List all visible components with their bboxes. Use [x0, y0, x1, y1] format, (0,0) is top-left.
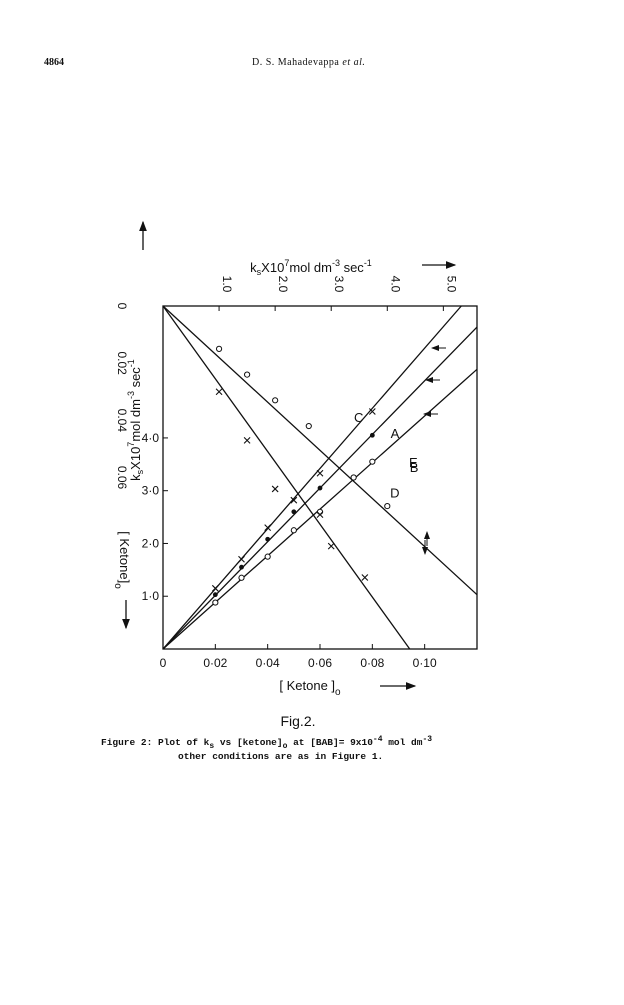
series-B-line — [162, 305, 478, 596]
series-E-point — [290, 527, 297, 534]
series-C-line — [162, 305, 462, 650]
curve-label-D: D — [390, 486, 399, 501]
left-axis-tick-label: 0 — [115, 303, 129, 310]
x-axis-tick-label: 0·10 — [413, 656, 437, 670]
y-axis-tick-label: 4·0 — [142, 431, 160, 445]
curve-label-C: C — [354, 410, 363, 425]
series-A-point — [239, 564, 244, 570]
caption-line-1: Figure 2: Plot of ks vs [ketone]o at [BA… — [101, 735, 432, 751]
series-E-point — [212, 599, 219, 606]
caption-line-2: other conditions are as in Figure 1. — [178, 751, 383, 762]
series-D-point — [327, 542, 335, 550]
top-axis-tick-label: 5.0 — [444, 276, 458, 293]
left-axis-tick-label: 0.02 — [115, 351, 129, 375]
plot-frame — [162, 305, 478, 650]
curve-label-B: B — [410, 460, 419, 475]
running-head: D. S. Mahadevappa et al. — [252, 57, 365, 68]
running-head-et-al: et al. — [342, 57, 366, 68]
series-D-line — [162, 305, 411, 650]
x-axis-title: [ Ketone ]o — [279, 678, 341, 698]
left-axis-tick-label: 0.06 — [115, 466, 129, 490]
series-D-point — [271, 485, 279, 493]
x-axis-tick-label: 0·04 — [256, 656, 280, 670]
series-A-point — [369, 432, 375, 438]
y-axis-tick-label: 2·0 — [142, 536, 160, 550]
series-A-point — [317, 485, 323, 491]
figure-label: Fig.2. — [280, 713, 315, 729]
y-axis-tick-label: 1·0 — [142, 589, 160, 603]
series-C-point — [290, 496, 298, 504]
left-axis-title: [ Ketone]o — [112, 531, 132, 589]
x-axis-tick-label: 0 — [160, 656, 167, 670]
series-D-point — [316, 511, 324, 519]
series-B-point — [244, 371, 251, 378]
series-B-point — [350, 474, 357, 481]
top-axis-tick-label: 3.0 — [332, 276, 346, 293]
series-C-point — [264, 524, 272, 532]
series-A-point — [212, 592, 218, 598]
top-axis-tick-label: 2.0 — [276, 276, 290, 293]
series-B-point — [384, 502, 391, 510]
series-D-point — [243, 436, 251, 444]
top-axis-tick-label: 1.0 — [220, 276, 234, 293]
running-head-authors: D. S. Mahadevappa — [252, 57, 340, 68]
left-axis-tick-label: 0.04 — [115, 409, 129, 433]
series-C-point — [211, 584, 219, 592]
series-B-point — [272, 397, 279, 404]
series-A-point — [291, 509, 297, 515]
series-E-point — [316, 508, 324, 515]
series-B-point — [305, 422, 312, 430]
x-axis-tick-label: 0·02 — [203, 656, 227, 670]
series-E-point — [238, 574, 245, 581]
top-axis-tick-label: 4.0 — [388, 276, 402, 293]
series-C-point — [316, 469, 324, 477]
x-axis-tick-label: 0·08 — [360, 656, 384, 670]
x-axis-tick-label: 0·06 — [308, 656, 332, 670]
series-E-point — [264, 553, 271, 560]
y-axis-tick-label: 3·0 — [142, 484, 160, 498]
series-B-point — [215, 345, 223, 352]
top-axis-title: ksX107mol dm-3 sec-1 — [250, 258, 372, 277]
curve-label-A: A — [391, 426, 400, 441]
curve-label-E: E — [409, 455, 418, 470]
page-number: 4864 — [44, 57, 64, 68]
series-D-point — [215, 388, 223, 396]
series-D-point — [361, 574, 369, 581]
y-axis-title: ksX107mol dm-3 sec-1 — [126, 359, 145, 481]
series-A-point — [265, 536, 271, 542]
series-C-point — [238, 555, 245, 563]
series-C-point — [368, 408, 376, 415]
series-E-point — [369, 458, 376, 465]
